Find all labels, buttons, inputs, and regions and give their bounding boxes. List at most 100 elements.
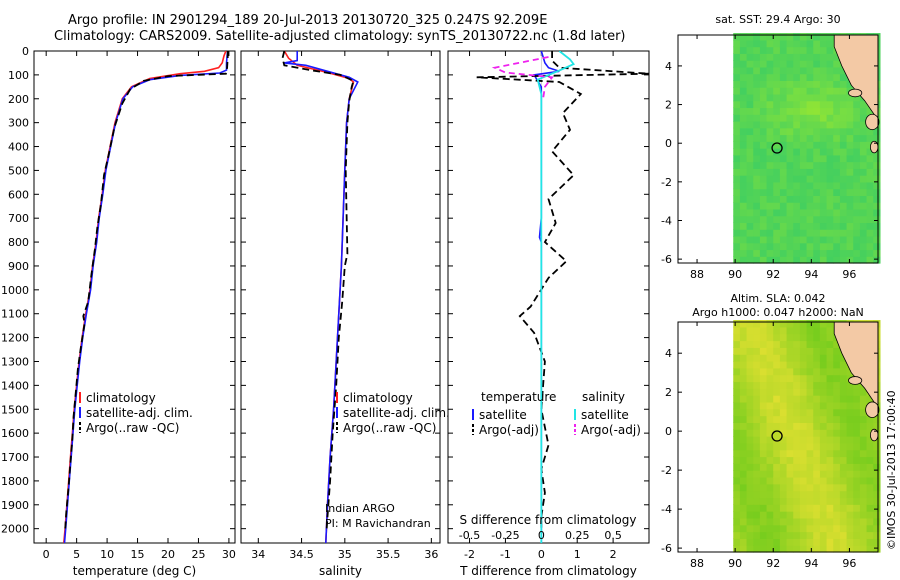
panel-annotation: PI: M Ravichandran xyxy=(325,517,431,530)
imos-stamp: ©IMOS 30-Jul-2013 17:00:40 xyxy=(885,390,898,550)
y-tick-label: 100 xyxy=(8,69,29,82)
x-axis-label: temperature (deg C) xyxy=(73,564,196,578)
map-x-tick-label: 94 xyxy=(804,557,818,570)
map-y-tick-label: -6 xyxy=(661,253,672,266)
map-y-tick-label: -2 xyxy=(661,464,672,477)
y-tick-label: 1700 xyxy=(1,451,29,464)
x-axis-label-secondary: S difference from climatology xyxy=(460,513,637,527)
y-tick-label: 300 xyxy=(8,117,29,130)
map-x-tick-label: 88 xyxy=(690,268,704,281)
legend-label: satellite-adj. clim. xyxy=(86,406,193,420)
plot-frame xyxy=(33,50,236,544)
x-tick-label-secondary: 0.25 xyxy=(565,529,590,542)
legend-label: satellite-adj. clim. xyxy=(343,406,450,420)
y-tick-label: 1300 xyxy=(1,355,29,368)
legend-label: satellite xyxy=(581,408,629,422)
y-tick-label: 2000 xyxy=(1,523,29,536)
argo-location-marker xyxy=(771,430,783,442)
legend-label: satellite xyxy=(479,408,527,422)
salinity-panel: 34 34.5 35 35.5 36 salinity climatologysatelli… xyxy=(240,50,450,578)
y-tick-label: 1500 xyxy=(1,403,29,416)
x-tick-label-secondary: 0.5 xyxy=(604,529,622,542)
y-tick-label: 600 xyxy=(8,188,29,201)
argo-location-marker xyxy=(771,142,783,154)
map-x-tick-label: 96 xyxy=(842,268,856,281)
legend-label: Argo(..raw -QC) xyxy=(86,421,179,435)
x-tick-label: 5 xyxy=(73,548,80,561)
x-tick-label: -2 xyxy=(464,548,475,561)
map-x-tick-label: 96 xyxy=(842,557,856,570)
temperature-panel: 0 5 10 15 20 25 300100200300400500600700800900… xyxy=(1,45,236,578)
legend-label: climatology xyxy=(343,391,413,405)
x-axis-label: T difference from climatology xyxy=(459,564,637,578)
map-frame xyxy=(677,321,879,553)
legend-label: Argo(..raw -QC) xyxy=(343,421,436,435)
y-tick-label: 0 xyxy=(22,45,29,58)
map-y-tick-label: 4 xyxy=(665,60,672,73)
map-x-tick-label: 88 xyxy=(690,557,704,570)
y-tick-label: 1200 xyxy=(1,332,29,345)
y-tick-label: 700 xyxy=(8,212,29,225)
x-tick-label-secondary: -0.5 xyxy=(459,529,480,542)
x-tick-label: 30 xyxy=(222,548,236,561)
series-line xyxy=(536,51,576,543)
map-y-tick-label: -4 xyxy=(661,214,672,227)
map-y-tick-label: -4 xyxy=(661,503,672,516)
x-tick-label: 34 xyxy=(251,548,265,561)
figure-title-line1: Argo profile: IN 2901294_189 20-Jul-2013… xyxy=(68,13,548,28)
x-tick-label: 1 xyxy=(574,548,581,561)
map-y-tick-label: 2 xyxy=(665,99,672,112)
x-tick-label: 25 xyxy=(191,548,205,561)
island xyxy=(865,113,880,131)
map-x-tick-label: 92 xyxy=(766,268,780,281)
map-y-tick-label: 4 xyxy=(665,347,672,360)
x-tick-label: -1 xyxy=(500,548,511,561)
map-x-tick-label: 94 xyxy=(804,268,818,281)
island xyxy=(848,376,863,385)
map-x-tick-label: 92 xyxy=(766,557,780,570)
map-frame xyxy=(677,34,879,264)
series-line xyxy=(64,51,229,532)
y-tick-label: 400 xyxy=(8,141,29,154)
map-title: sat. SST: 29.4 Argo: 30 xyxy=(715,13,840,26)
series-line xyxy=(491,56,554,99)
y-tick-label: 1000 xyxy=(1,284,29,297)
figure-title-line2: Climatology: CARS2009. Satellite-adjuste… xyxy=(54,29,626,44)
y-tick-label: 1800 xyxy=(1,475,29,488)
y-tick-label: 900 xyxy=(8,260,29,273)
map-y-tick-label: 2 xyxy=(665,386,672,399)
legend-label: Argo(-adj) xyxy=(581,423,641,437)
island xyxy=(865,401,880,418)
panel-annotation: Indian ARGO xyxy=(325,502,395,515)
series-line xyxy=(476,51,649,532)
map-x-tick-label: 90 xyxy=(728,268,742,281)
x-tick-label: 34.5 xyxy=(289,548,314,561)
x-tick-label: 0 xyxy=(43,548,50,561)
map-y-tick-label: -6 xyxy=(661,542,672,555)
series-line xyxy=(281,51,355,529)
legend-header: salinity xyxy=(582,390,625,404)
difference-panel: -2 -1 0 1 2 T difference from climatology temp… xyxy=(447,50,650,578)
x-tick-label: 20 xyxy=(161,548,175,561)
x-tick-label: 15 xyxy=(131,548,145,561)
map-title: Argo h1000: 0.047 h2000: NaN xyxy=(692,306,864,319)
sst-map: sat. SST: 29.4 Argo: 30 88 90 92 94 96 4 2 0 -2 -4… xyxy=(661,13,881,281)
island xyxy=(848,88,863,98)
map-y-tick-label: -2 xyxy=(661,176,672,189)
x-tick-label: 35.5 xyxy=(376,548,401,561)
x-tick-label: 36 xyxy=(424,548,438,561)
x-tick-label: 2 xyxy=(610,548,617,561)
y-tick-label: 1900 xyxy=(1,499,29,512)
x-tick-label: 35 xyxy=(338,548,352,561)
map-x-tick-label: 90 xyxy=(728,557,742,570)
legend-label: Argo(-adj) xyxy=(479,423,539,437)
plot-frame xyxy=(447,50,650,544)
y-tick-label: 200 xyxy=(8,93,29,106)
map-y-tick-label: 0 xyxy=(665,137,672,150)
x-axis-label: salinity xyxy=(319,564,362,578)
x-tick-label-secondary: -0.25 xyxy=(491,529,519,542)
legend-header: temperature xyxy=(481,390,556,404)
y-tick-label: 500 xyxy=(8,164,29,177)
